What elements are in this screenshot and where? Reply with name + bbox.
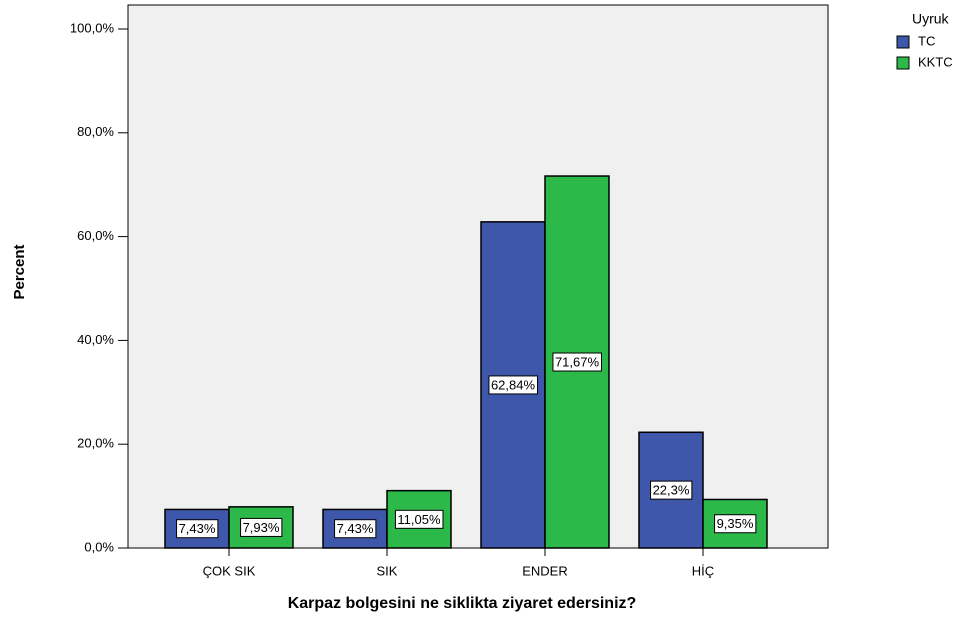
value-label-box <box>240 517 283 537</box>
value-label: 62,84% <box>491 377 536 392</box>
value-label: 9,35% <box>717 516 754 531</box>
legend-title: Uyruk <box>912 11 950 27</box>
value-label-box <box>650 480 693 500</box>
legend-swatch <box>896 56 910 70</box>
y-tick-label: 100,0% <box>70 20 115 35</box>
value-label: 71,67% <box>555 354 600 369</box>
y-axis-title: Percent <box>11 244 28 299</box>
x-tick-label: ENDER <box>522 563 568 578</box>
legend-swatch <box>896 35 910 49</box>
legend-label: KKTC <box>918 54 953 69</box>
value-label: 7,43% <box>337 521 374 536</box>
value-label: 7,43% <box>179 521 216 536</box>
y-tick-label: 0,0% <box>84 539 114 554</box>
value-label-box <box>176 519 219 539</box>
value-label: 7,93% <box>243 520 280 535</box>
plot-area <box>127 4 829 549</box>
value-label-box <box>552 352 602 372</box>
x-tick-label: HİÇ <box>692 563 714 578</box>
value-label: 11,05% <box>397 512 441 527</box>
legend-label: TC <box>918 33 935 48</box>
y-tick-label: 80,0% <box>77 124 114 139</box>
value-label-box <box>394 509 444 529</box>
y-tick-label: 40,0% <box>77 332 114 347</box>
x-axis-title: Karpaz bolgesini ne siklikta ziyaret ede… <box>288 595 637 612</box>
y-tick-label: 20,0% <box>77 436 114 451</box>
value-label: 22,3% <box>653 483 690 498</box>
x-tick-label: SIK <box>377 563 398 578</box>
value-label-box <box>334 519 377 539</box>
value-label-box <box>714 514 757 534</box>
y-tick-label: 60,0% <box>77 228 114 243</box>
x-tick-label: ÇOK SIK <box>203 563 256 578</box>
value-label-box <box>488 375 538 395</box>
